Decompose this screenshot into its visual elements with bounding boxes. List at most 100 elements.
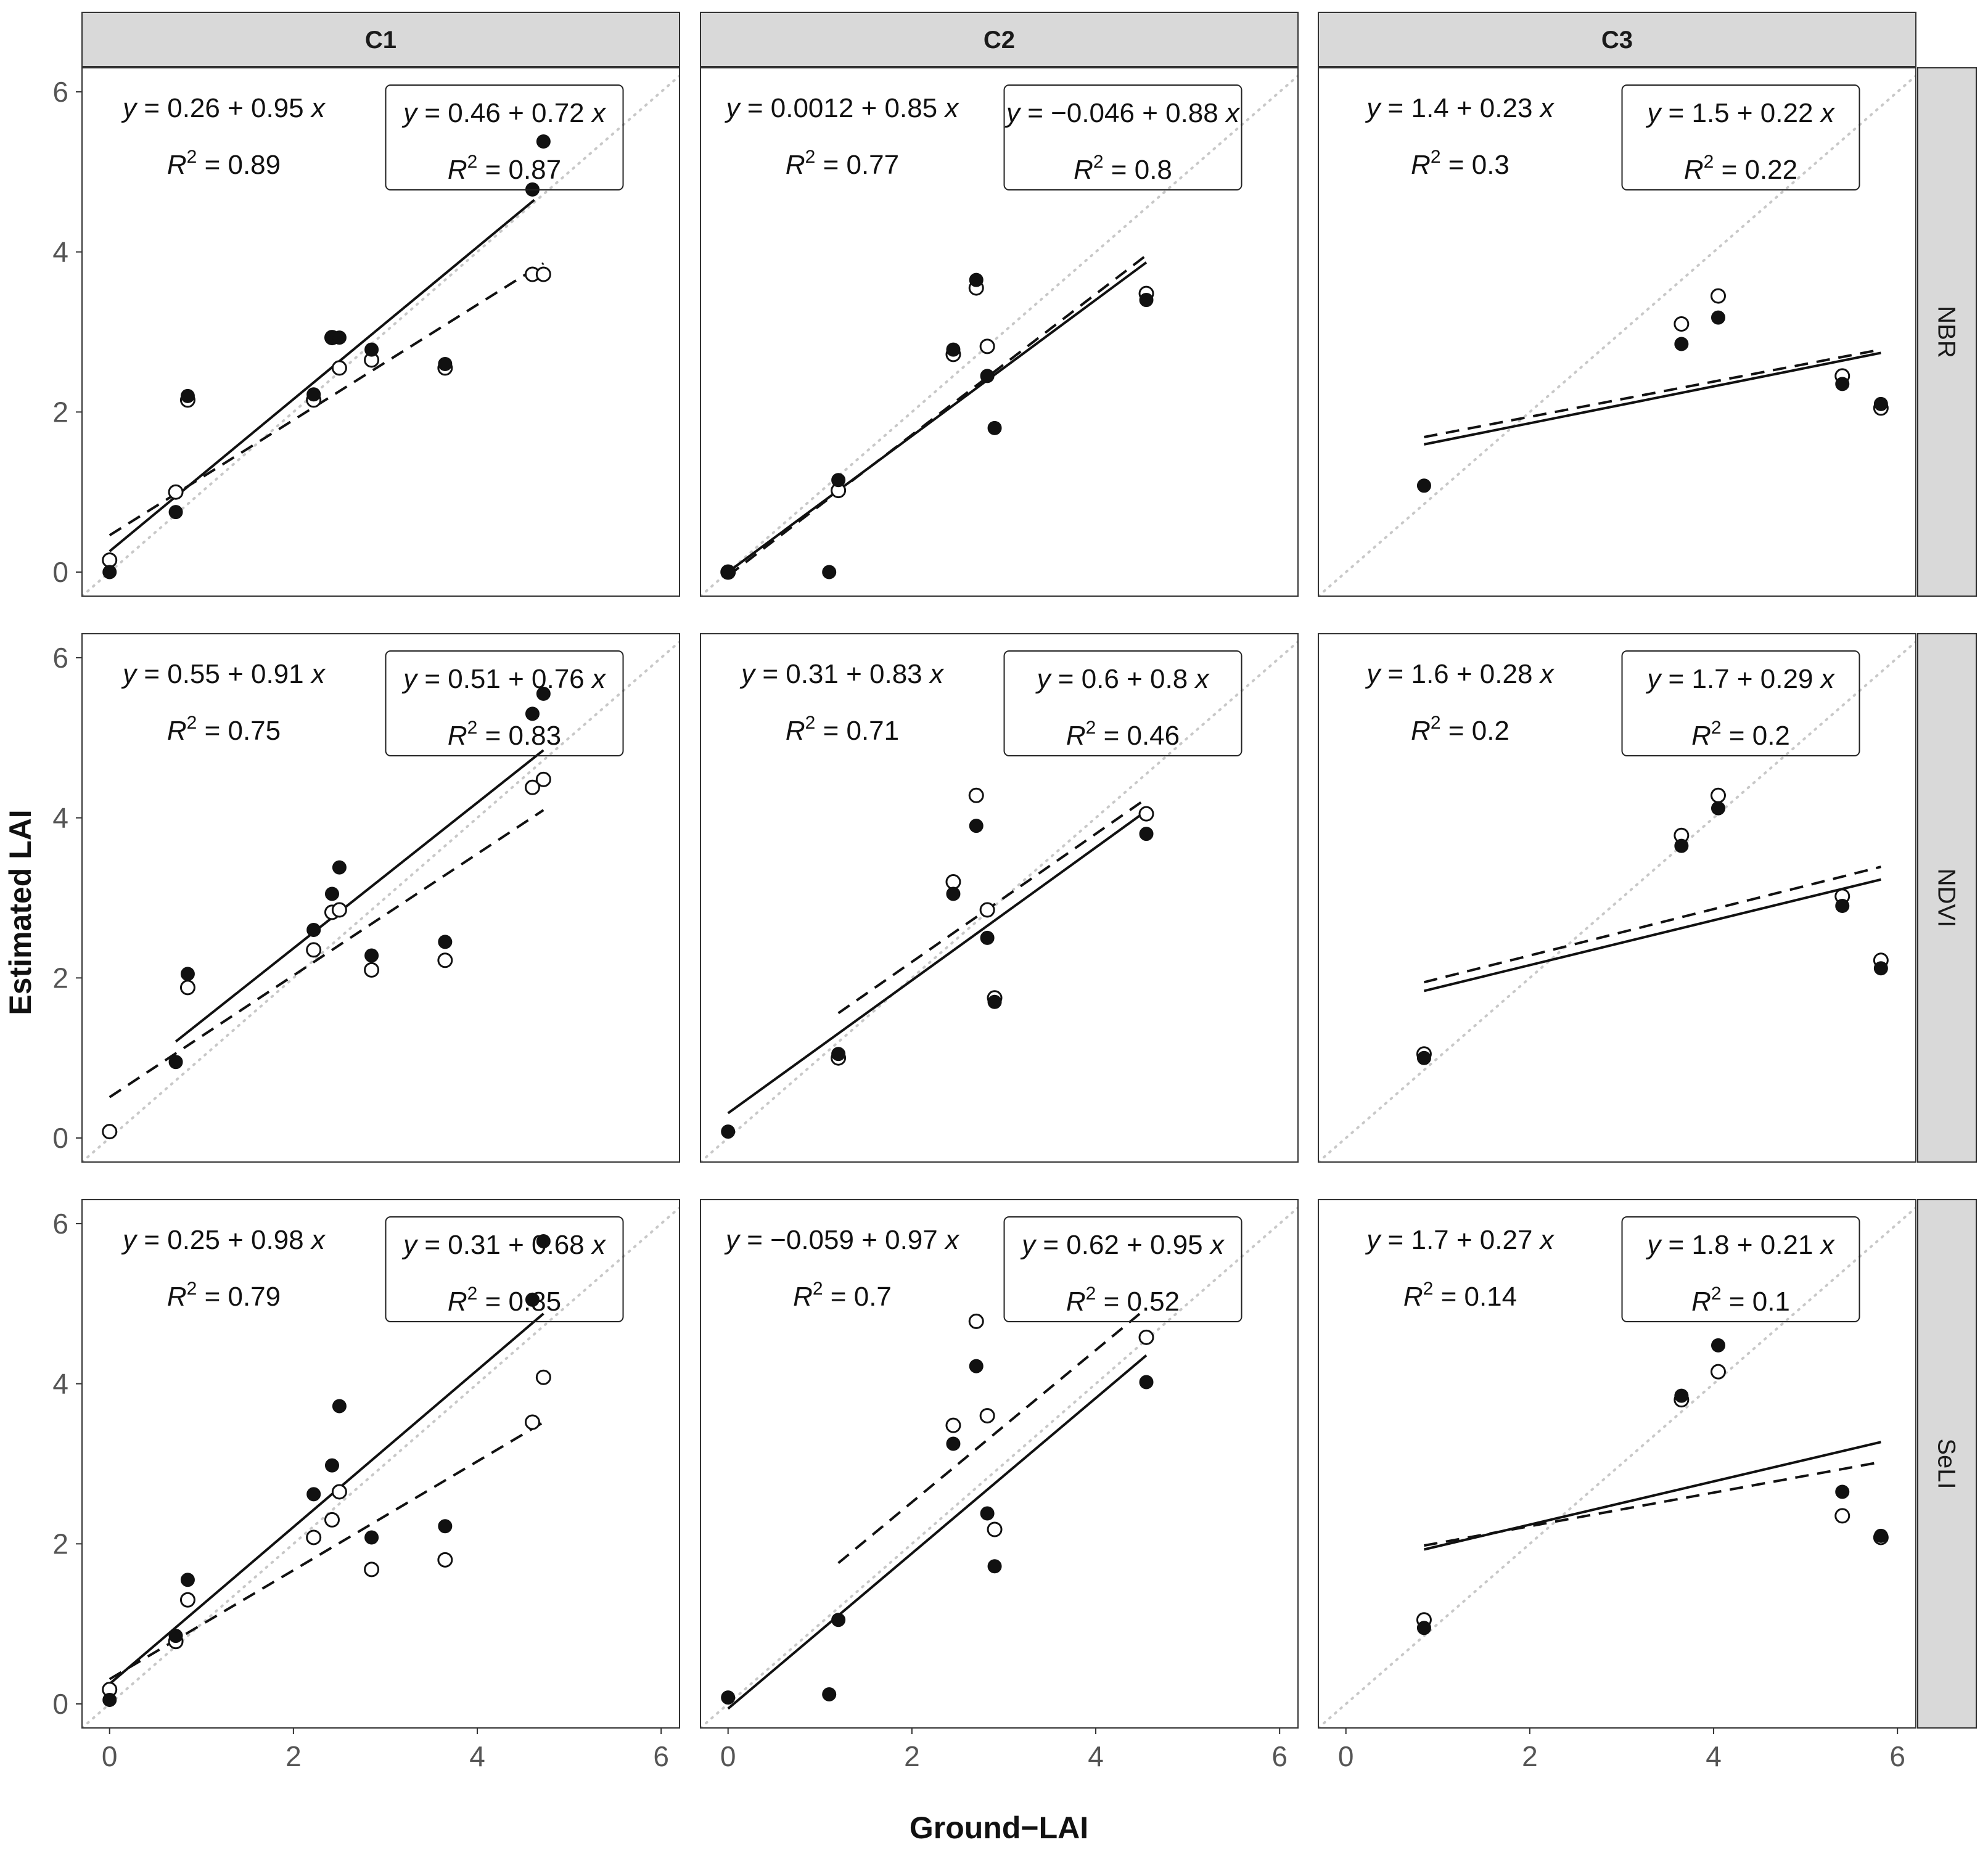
- data-point-open: [179, 980, 195, 996]
- r-squared-line: R2 = 0.46: [1066, 718, 1180, 751]
- data-point-filled: [168, 1055, 183, 1070]
- data-point-filled: [1416, 1621, 1431, 1635]
- data-point-open: [331, 902, 347, 918]
- equation-open: y = 0.6 + 0.8 x R2 = 0.46: [1003, 650, 1242, 756]
- column-strip-label: C2: [984, 27, 1015, 54]
- data-point-open: [1674, 316, 1690, 332]
- equation-box: [385, 84, 624, 190]
- data-point-filled: [438, 1519, 453, 1534]
- row-strip-seli: [1917, 1199, 1977, 1729]
- data-point-filled: [364, 342, 379, 357]
- regression-line-filled: [175, 749, 544, 1043]
- regression-line-filled: [109, 1312, 544, 1685]
- one-to-one-line: [82, 640, 680, 1162]
- panel-c1-nbr: y = 0.26 + 0.95 x R2 = 0.89 y = 0.46 + 0.7…: [81, 67, 680, 597]
- equation-line: y = 0.46 + 0.72 x: [401, 98, 607, 128]
- panel-border: [700, 67, 1299, 597]
- y-tick-label: 4: [52, 802, 68, 834]
- data-point-filled: [1873, 396, 1888, 411]
- x-tick-label: 6: [1271, 1740, 1288, 1772]
- equation-line: y = 0.31 + 0.83 x: [739, 659, 945, 689]
- x-tick-label: 6: [1889, 1740, 1905, 1772]
- data-point-filled: [1835, 1484, 1850, 1499]
- data-point-filled: [721, 1124, 736, 1139]
- data-point-filled: [306, 922, 321, 937]
- equation-open: y = 0.31 + 0.68 x R2 = 0.85: [385, 1216, 624, 1322]
- data-point-filled: [980, 930, 995, 945]
- y-tick-label: 6: [52, 76, 68, 108]
- panel-plot-area: [700, 640, 1298, 1162]
- data-point-filled: [1674, 337, 1689, 351]
- data-point-filled: [324, 886, 339, 901]
- panel-c2-seli: y = −0.059 + 0.97 x R2 = 0.7 y = 0.62 + 0.…: [700, 1199, 1299, 1729]
- data-point-open: [524, 1414, 540, 1430]
- panel-c3-seli: y = 1.7 + 0.27 x R2 = 0.14 y = 1.8 + 0.21 …: [1318, 1199, 1916, 1729]
- data-point-filled: [180, 967, 195, 981]
- r-squared-line: R2 = 0.87: [448, 152, 561, 185]
- r-squared-line: R2 = 0.77: [786, 147, 899, 180]
- panel-plot-area: [82, 640, 680, 1162]
- data-point-filled: [536, 686, 551, 701]
- r-squared-line: R2 = 0.22: [1684, 152, 1797, 185]
- x-tick-label: 0: [102, 1740, 118, 1772]
- y-tick-label: 4: [52, 1368, 68, 1400]
- y-tick-label: 2: [52, 962, 68, 994]
- x-tick-label: 0: [720, 1740, 736, 1772]
- data-point-filled: [1139, 1375, 1154, 1390]
- data-point-filled: [1674, 838, 1689, 853]
- x-tick-label: 2: [1522, 1740, 1538, 1772]
- y-tick-label: 4: [52, 236, 68, 268]
- data-point-filled: [1835, 898, 1850, 913]
- equation-filled: y = 0.26 + 0.95 x R2 = 0.89: [121, 93, 326, 180]
- r-squared-line: R2 = 0.7: [793, 1279, 892, 1312]
- equation-box: [1003, 650, 1242, 756]
- data-point-filled: [1416, 1050, 1431, 1065]
- data-point-filled: [980, 1506, 995, 1521]
- data-point-open: [979, 1408, 995, 1424]
- equation-filled: y = 1.7 + 0.27 x R2 = 0.14: [1365, 1225, 1555, 1312]
- panel-c2-ndvi: y = 0.31 + 0.83 x R2 = 0.71 y = 0.6 + 0.8 …: [700, 633, 1299, 1163]
- y-tick-label: 2: [52, 396, 68, 428]
- r-squared-line: R2 = 0.79: [167, 1279, 281, 1312]
- equation-open: y = −0.046 + 0.88 x R2 = 0.8: [1003, 84, 1242, 190]
- equation-line: y = 0.6 + 0.8 x: [1035, 664, 1210, 694]
- equation-line: y = 0.51 + 0.76 x: [401, 664, 607, 694]
- data-point-open: [437, 1552, 453, 1568]
- x-tick-label: 4: [469, 1740, 485, 1772]
- regression-line-open: [109, 262, 544, 537]
- data-point-filled: [831, 1613, 846, 1627]
- panel-border: [1318, 1199, 1916, 1729]
- data-point-filled: [822, 1687, 837, 1701]
- one-to-one-line: [1318, 640, 1916, 1162]
- data-point-filled: [1139, 293, 1154, 308]
- equation-open: y = 0.46 + 0.72 x R2 = 0.87: [385, 84, 624, 190]
- data-point-open: [1834, 1508, 1850, 1524]
- data-point-filled: [831, 473, 846, 488]
- panel-plot-area: [1318, 1206, 1916, 1728]
- equation-filled: y = 0.25 + 0.98 x R2 = 0.79: [121, 1225, 326, 1312]
- regression-line-filled: [727, 1354, 1148, 1710]
- data-point-open: [179, 1592, 195, 1608]
- data-point-filled: [721, 1690, 736, 1705]
- regression-line-open: [1424, 348, 1881, 438]
- regression-line-filled: [1423, 878, 1881, 993]
- equation-filled: y = 0.31 + 0.83 x R2 = 0.71: [739, 659, 945, 746]
- panel-c3-nbr: y = 1.4 + 0.23 x R2 = 0.3 y = 1.5 + 0.22 x…: [1318, 67, 1916, 597]
- equation-line: y = −0.059 + 0.97 x: [724, 1225, 960, 1255]
- panel-plot-area: [700, 1206, 1298, 1728]
- equation-line: y = 0.31 + 0.68 x: [401, 1230, 607, 1260]
- data-point-open: [331, 1484, 347, 1500]
- x-tick-label: 4: [1706, 1740, 1722, 1772]
- panel-border: [81, 67, 680, 597]
- equation-open: y = 1.8 + 0.21 x R2 = 0.1: [1621, 1216, 1860, 1322]
- equation-filled: y = 0.55 + 0.91 x R2 = 0.75: [121, 659, 326, 746]
- y-tick-label: 6: [52, 642, 68, 674]
- data-point-filled: [1711, 801, 1725, 816]
- data-point-filled: [168, 505, 183, 520]
- data-point-open: [364, 962, 380, 978]
- x-tick-label: 2: [285, 1740, 302, 1772]
- y-tick-label: 6: [52, 1208, 68, 1240]
- equation-open: y = 0.62 + 0.95 x R2 = 0.52: [1003, 1216, 1242, 1322]
- equation-box: [385, 650, 624, 756]
